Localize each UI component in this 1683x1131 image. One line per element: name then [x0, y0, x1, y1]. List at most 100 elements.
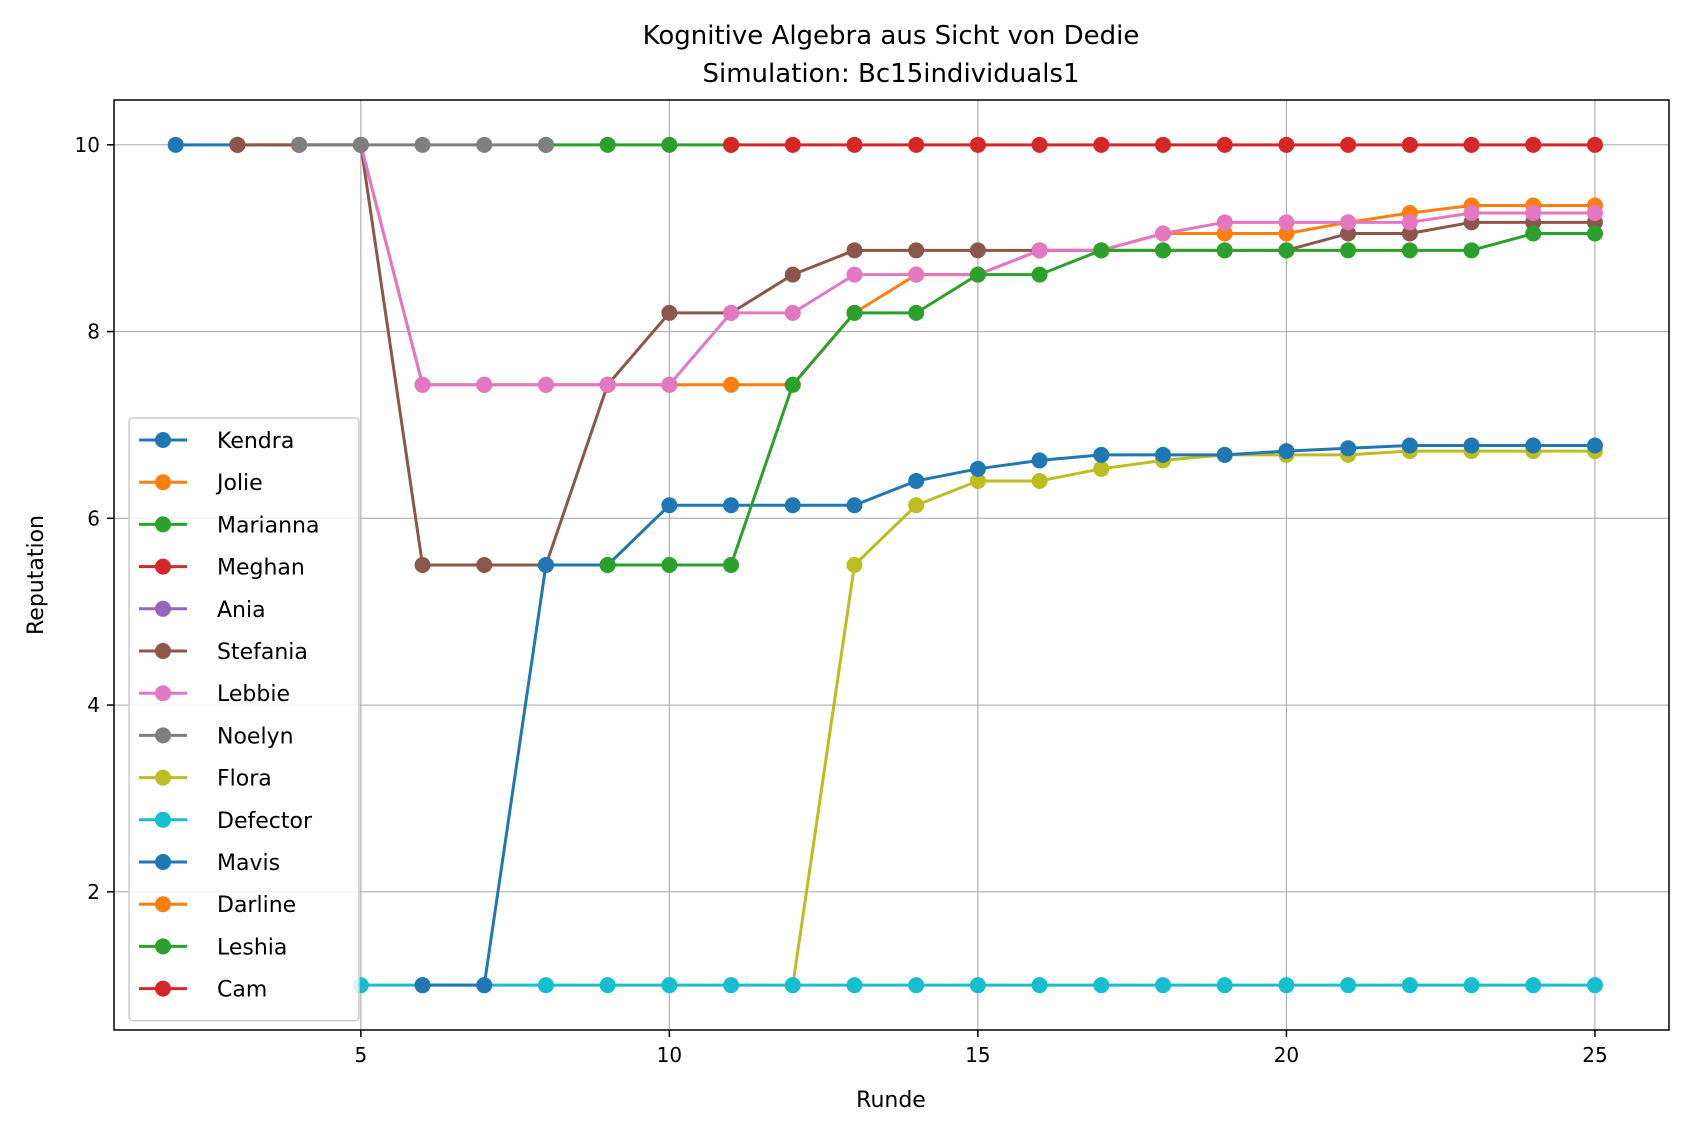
- data-point: [414, 977, 431, 994]
- legend-label: Defector: [217, 809, 313, 834]
- data-point: [723, 304, 740, 321]
- legend-label: Ania: [217, 598, 266, 623]
- data-point: [1031, 452, 1048, 469]
- y-tick-label: 10: [75, 133, 100, 157]
- data-point: [908, 497, 925, 514]
- data-point: [352, 136, 369, 153]
- data-point: [599, 557, 616, 573]
- data-point: [908, 266, 925, 283]
- data-point: [1586, 204, 1603, 221]
- data-point: [908, 304, 925, 321]
- data-point: [846, 266, 863, 283]
- data-point: [1216, 214, 1233, 231]
- legend-item: Darline: [139, 893, 296, 918]
- series-jolie: [229, 136, 1603, 393]
- data-point: [784, 977, 801, 994]
- data-point: [537, 136, 554, 153]
- data-point: [1340, 136, 1357, 153]
- series-leshia: [599, 225, 1603, 573]
- series-group: [167, 136, 1603, 994]
- series-defector: [352, 977, 1603, 994]
- data-point: [414, 557, 431, 573]
- legend-swatch-marker: [155, 811, 171, 828]
- y-tick-label: 2: [87, 880, 100, 904]
- x-tick-label: 25: [1582, 1043, 1607, 1067]
- x-tick-label: 20: [1274, 1043, 1299, 1067]
- data-point: [661, 376, 678, 393]
- data-point: [723, 557, 740, 573]
- data-point: [1031, 242, 1048, 259]
- x-axis-label: Runde: [856, 1088, 926, 1113]
- data-point: [1278, 136, 1295, 153]
- data-point: [1278, 977, 1295, 994]
- data-point: [476, 136, 493, 153]
- data-point: [1093, 977, 1110, 994]
- series-line: [607, 232, 1595, 567]
- data-point: [1216, 136, 1233, 153]
- data-point: [908, 242, 925, 259]
- legend-label: Lebbie: [217, 682, 290, 707]
- legend: Kendra Jolie Marianna Meghan Ania Stefania Leb…: [128, 417, 360, 1022]
- data-point: [661, 304, 678, 321]
- legend-label: Noelyn: [217, 724, 294, 749]
- data-point: [1586, 136, 1603, 153]
- legend-label: Jolie: [215, 471, 263, 496]
- data-point: [1401, 242, 1418, 259]
- data-point: [1586, 977, 1603, 994]
- legend-swatch-marker: [155, 854, 171, 870]
- data-point: [1340, 214, 1357, 231]
- series-noelyn: [291, 136, 554, 153]
- legend-item: Mavis: [139, 851, 280, 876]
- data-point: [1463, 242, 1480, 259]
- data-point: [476, 557, 493, 573]
- y-tick-label: 6: [87, 506, 100, 530]
- data-point: [723, 136, 740, 153]
- data-point: [1401, 437, 1418, 454]
- data-point: [599, 136, 616, 153]
- data-point: [1216, 242, 1233, 259]
- legend-item: Lebbie: [139, 682, 290, 707]
- data-point: [1278, 242, 1295, 259]
- data-point: [908, 136, 925, 153]
- data-point: [1525, 437, 1542, 454]
- legend-item: Ania: [139, 598, 266, 623]
- data-point: [1031, 266, 1048, 283]
- legend-swatch-marker: [155, 938, 171, 955]
- series-mavis: [414, 437, 1603, 994]
- x-tick-label: 15: [965, 1043, 990, 1067]
- legend-swatch-marker: [155, 896, 171, 913]
- data-point: [784, 304, 801, 321]
- data-point: [1525, 977, 1542, 994]
- legend-label: Leshia: [217, 935, 287, 960]
- legend-label: Flora: [217, 767, 272, 792]
- legend-label: Stefania: [217, 640, 308, 665]
- y-tick-label: 8: [87, 320, 100, 344]
- legend-item: Noelyn: [139, 724, 294, 749]
- data-point: [908, 472, 925, 489]
- data-point: [784, 136, 801, 153]
- legend-swatch-marker: [155, 516, 171, 533]
- data-point: [291, 136, 308, 153]
- data-point: [1340, 225, 1357, 242]
- data-point: [1155, 242, 1172, 259]
- data-point: [167, 136, 184, 153]
- data-point: [1463, 437, 1480, 454]
- data-point: [846, 977, 863, 994]
- data-point: [969, 266, 986, 283]
- data-point: [969, 460, 986, 477]
- data-point: [599, 376, 616, 393]
- legend-swatch-marker: [155, 685, 171, 702]
- legend-swatch-marker: [155, 558, 171, 575]
- data-point: [537, 376, 554, 393]
- legend-item: Leshia: [139, 935, 287, 960]
- data-point: [661, 497, 678, 514]
- data-point: [476, 977, 493, 994]
- x-tick-label: 10: [657, 1043, 682, 1067]
- data-point: [661, 977, 678, 994]
- legend-box: [128, 417, 360, 1022]
- data-point: [846, 136, 863, 153]
- legend-item: Defector: [139, 809, 313, 834]
- data-point: [969, 136, 986, 153]
- y-axis-label: Reputation: [24, 515, 49, 635]
- data-point: [969, 977, 986, 994]
